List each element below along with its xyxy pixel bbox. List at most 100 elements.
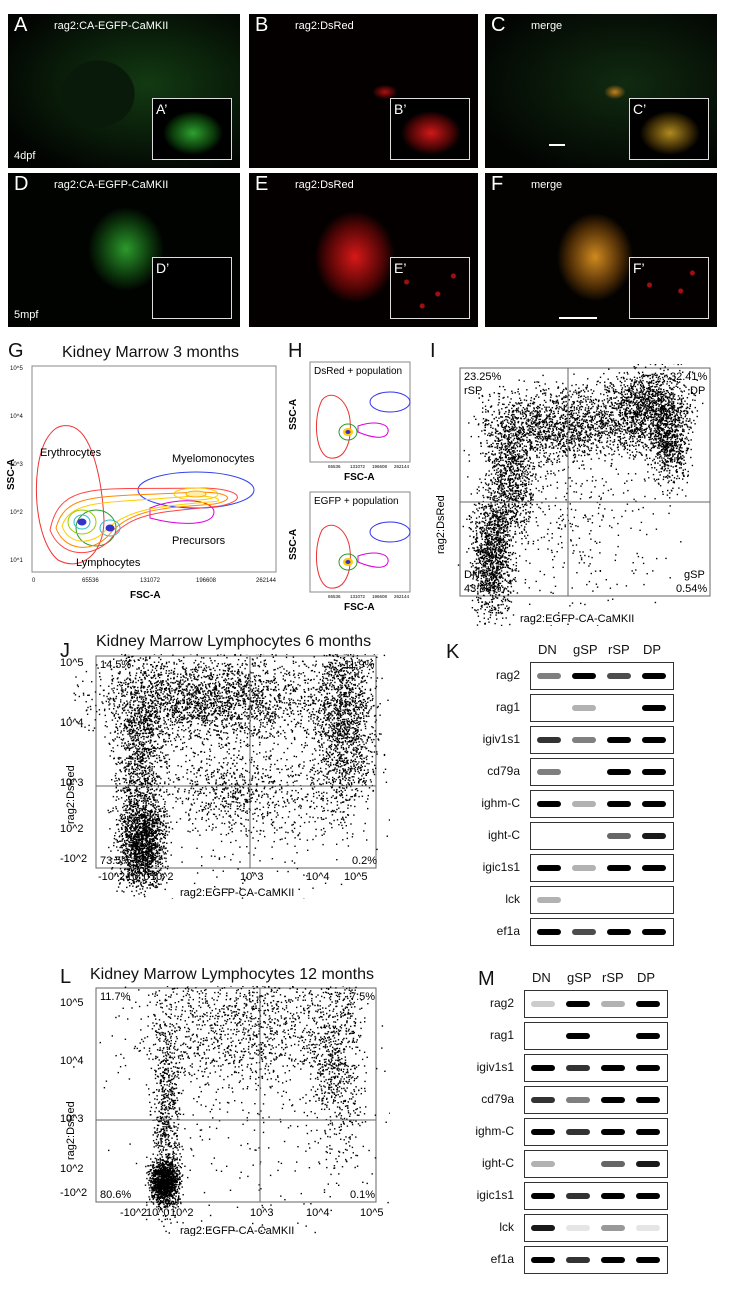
h-bottom-label: EGFP + population [314, 496, 399, 507]
gel-strip [530, 790, 674, 818]
j-quad-tr: 11.9% [344, 659, 375, 671]
panel-i-letter: I [430, 340, 436, 362]
scatter-dots [457, 364, 704, 626]
g-xtick: 196608 [196, 578, 217, 584]
panel-g-title: Kidney Marrow 3 months [62, 344, 239, 361]
h-xlabel: FSC-A [344, 472, 375, 483]
gel-band [566, 1001, 590, 1007]
panel-l-plot: 11.7% 7.5% 80.6% 0.1% 10^5 10^4 10^3 10^2 -1… [60, 986, 390, 1236]
i-quad-tr: 32.41% [670, 371, 708, 383]
gel-band [531, 1257, 555, 1263]
scale-bar [559, 317, 597, 319]
gel-band [636, 1257, 660, 1263]
gel-band [531, 1193, 555, 1199]
gel-band [537, 673, 561, 679]
gene-label: igiv1s1 [482, 732, 520, 746]
panel-h-plot-top: DsRed + population SSC-A 65536 131072 1966… [288, 361, 411, 483]
panel-a-age: 4dpf [14, 150, 36, 162]
l-quad-bl: 80.6% [100, 1189, 131, 1201]
inset-d: D’ [152, 257, 232, 319]
y-tick: 10^4 [60, 717, 84, 729]
g-gate-label: Precursors [172, 535, 226, 547]
scatter-dots [73, 986, 390, 1234]
gel-band [572, 865, 596, 871]
gel-band [537, 897, 561, 903]
h-ylabel: SSC-A [288, 399, 299, 430]
gel-band [607, 769, 631, 775]
gel-band [572, 929, 596, 935]
panel-j-plot: 14.5% 11.9% 73.5% 0.2% 10^5 10^4 10^3 10^2 -… [60, 654, 390, 899]
gel-strip [530, 886, 674, 914]
gel-band [566, 1033, 590, 1039]
gel-band [607, 833, 631, 839]
gel-band [572, 705, 596, 711]
inset-c-label: C’ [633, 101, 647, 117]
i-quad-tl-name: rSP [464, 385, 482, 397]
l-quad-tl: 11.7% [100, 991, 131, 1003]
gene-label: igiv1s1 [476, 1060, 514, 1074]
gel-strip [524, 1246, 668, 1274]
lane-label: DN [532, 970, 551, 985]
lane-label: DN [538, 642, 557, 657]
gel-band [636, 1161, 660, 1167]
x-tick: 10^2 [170, 1207, 194, 1219]
gel-band [531, 1097, 555, 1103]
gel-band [601, 1129, 625, 1135]
gel-strip [530, 662, 674, 690]
y-tick: 10^3 [60, 777, 84, 789]
panel-i-plot: 23.25% rSP 32.41% DP DN 43.80% gSP 0.54%… [435, 364, 711, 626]
gel-band [566, 1225, 590, 1231]
gel-band [607, 673, 631, 679]
gene-label: rag1 [489, 1028, 514, 1042]
gene-label: igic1s1 [476, 1188, 514, 1202]
gel-strip [530, 854, 674, 882]
h-xtick: 131072 [350, 594, 366, 599]
h-ylabel: SSC-A [288, 529, 299, 560]
panel-e-letter: E [255, 173, 269, 195]
x-tick: 10^0 [126, 871, 150, 883]
y-tick: 10^2 [60, 1163, 84, 1175]
gel-band [531, 1161, 555, 1167]
gel-strip [530, 822, 674, 850]
y-tick: -10^2 [60, 853, 87, 865]
gel-band [601, 1097, 625, 1103]
lane-label: DP [637, 970, 656, 985]
g-ytick: 10^2 [10, 510, 23, 516]
gel-band [607, 737, 631, 743]
panel-b-letter: B [255, 14, 269, 36]
l-quad-tr: 7.5% [350, 991, 375, 1003]
panel-a-title: rag2:CA-EGFP-CaMKII [54, 20, 169, 32]
gel-band [642, 865, 666, 871]
x-tick: 10^5 [344, 871, 368, 883]
gene-label: ight-C [481, 1156, 514, 1170]
j-quad-br: 0.2% [352, 855, 377, 867]
panel-c-title: merge [531, 20, 563, 32]
i-xlabel: rag2:EGFP-CA-CaMKII [520, 613, 634, 625]
panel-d-letter: D [14, 173, 29, 195]
lane-label: rSP [608, 642, 630, 657]
inset-f-label: F’ [633, 260, 645, 276]
panel-a-image: A rag2:CA-EGFP-CaMKII A’ 4dpf [8, 14, 240, 168]
x-tick: 10^3 [240, 871, 264, 883]
gene-label: ighm-C [481, 796, 520, 810]
g-xtick: 262144 [256, 578, 277, 584]
panel-g-letter: G [8, 340, 24, 362]
gel-band [642, 705, 666, 711]
gel-band [531, 1065, 555, 1071]
myelomonocyte-gate [137, 471, 255, 509]
gel-strip [530, 758, 674, 786]
l-xlabel: rag2:EGFP-CA-CaMKII [180, 1225, 294, 1236]
panel-e-image: E rag2:DsRed E’ [249, 173, 478, 327]
gel-band [537, 769, 561, 775]
gel-band [636, 1129, 660, 1135]
panel-f-image: F merge F’ [485, 173, 717, 327]
gel-band [636, 1225, 660, 1231]
gel-strip [524, 1182, 668, 1210]
panel-e-title: rag2:DsRed [295, 179, 354, 191]
gel-band [537, 801, 561, 807]
j-quad-bl: 73.5% [100, 855, 131, 867]
inset-e: E’ [390, 257, 470, 319]
gene-label: cd79a [481, 1092, 514, 1106]
scale-bar [549, 144, 565, 146]
panel-b-image: B rag2:DsRed B’ [249, 14, 478, 168]
